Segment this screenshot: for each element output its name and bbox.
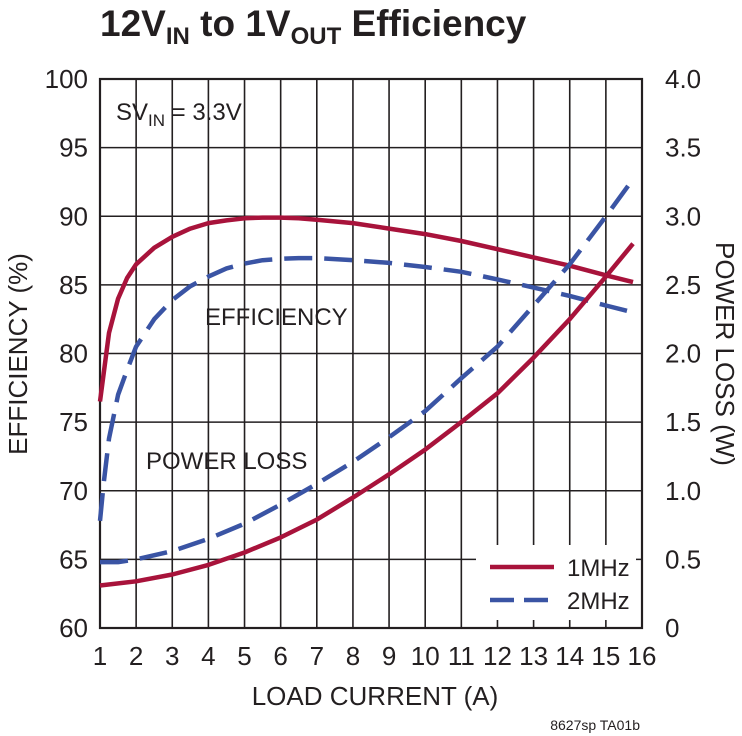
- legend-label-2mhz: 2MHz: [567, 588, 630, 615]
- y-tick-label-right: 2.5: [665, 270, 701, 300]
- x-tick-label: 8: [346, 641, 360, 671]
- series-layer: [97, 177, 635, 588]
- series-line-2mhz-efficiency: [97, 255, 634, 522]
- grid: [100, 79, 642, 628]
- y-tick-label-left: 80: [59, 339, 88, 369]
- title-part: to 1V: [190, 3, 291, 44]
- y-tick-label-left: 75: [59, 407, 88, 437]
- series-line-2mhz-power-loss: [100, 177, 635, 565]
- y-tick-label-left: 65: [59, 544, 88, 574]
- y-tick-label-right: 3.5: [665, 133, 701, 163]
- axes: [98, 77, 644, 630]
- condition-label: SVIN = 3.3V: [116, 99, 242, 130]
- y-tick-label-right: 2.0: [665, 339, 701, 369]
- x-tick-label: 6: [273, 641, 287, 671]
- x-tick-label: 3: [165, 641, 179, 671]
- annotation-efficiency: EFFICIENCY: [205, 304, 348, 331]
- x-tick-label: 14: [555, 641, 584, 671]
- legend-label-1mhz: 1MHz: [567, 555, 630, 582]
- y-tick-label-right: 3.0: [665, 201, 701, 231]
- figure-footnote: 8627sp TA01b: [550, 717, 640, 733]
- x-tick-label: 16: [628, 641, 657, 671]
- title-part: IN: [166, 23, 190, 50]
- x-axis-label: LOAD CURRENT (A): [252, 681, 499, 711]
- y-tick-label-left: 60: [59, 613, 88, 643]
- plot-frame: [98, 77, 644, 630]
- x-tick-label: 1: [93, 641, 107, 671]
- x-tick-label: 2: [129, 641, 143, 671]
- y-tick-label-right: 0.5: [665, 544, 701, 574]
- series-line-1mhz-efficiency: [97, 215, 634, 402]
- chart-title: 12VIN to 1VOUT Efficiency: [100, 3, 527, 50]
- x-tick-label: 7: [310, 641, 324, 671]
- x-tick-label: 9: [382, 641, 396, 671]
- y-tick-label-right: 0: [665, 613, 679, 643]
- condition-prefix: SV: [116, 99, 148, 126]
- y-tick-label-left: 100: [45, 64, 88, 94]
- x-tick-label: 4: [201, 641, 215, 671]
- x-tick-label: 10: [411, 641, 440, 671]
- y-axis-label-right: POWER LOSS (W): [710, 242, 740, 466]
- x-tick-label: 12: [483, 641, 512, 671]
- x-tick-label: 11: [448, 641, 475, 671]
- tick-labels: 1 2 3 4 5 6 7 8 9 10 11 12 13 14 15 1660657075808590951…: [45, 64, 702, 671]
- legend-background: [476, 545, 636, 620]
- y-tick-label-left: 85: [59, 270, 88, 300]
- y-tick-label-left: 95: [59, 133, 88, 163]
- title-part: OUT: [291, 23, 342, 50]
- legend: 1MHz 2MHz: [476, 545, 636, 620]
- y-tick-label-right: 4.0: [665, 64, 701, 94]
- y-tick-label-right: 1.5: [665, 407, 701, 437]
- condition-sub: IN: [148, 111, 165, 130]
- y-tick-label-right: 1.0: [665, 476, 701, 506]
- annotation-power-loss: POWER LOSS: [146, 448, 307, 475]
- title-part: Efficiency: [341, 3, 526, 44]
- series-line-1mhz-power-loss: [99, 242, 635, 588]
- x-tick-label: 13: [519, 641, 548, 671]
- y-tick-label-left: 90: [59, 201, 88, 231]
- x-tick-label: 5: [237, 641, 251, 671]
- y-tick-label-left: 70: [59, 476, 88, 506]
- title-part: 12V: [100, 3, 166, 44]
- y-axis-label-left: EFFICIENCY (%): [3, 253, 33, 455]
- x-tick-label: 15: [591, 641, 620, 671]
- condition-value: = 3.3V: [165, 99, 242, 126]
